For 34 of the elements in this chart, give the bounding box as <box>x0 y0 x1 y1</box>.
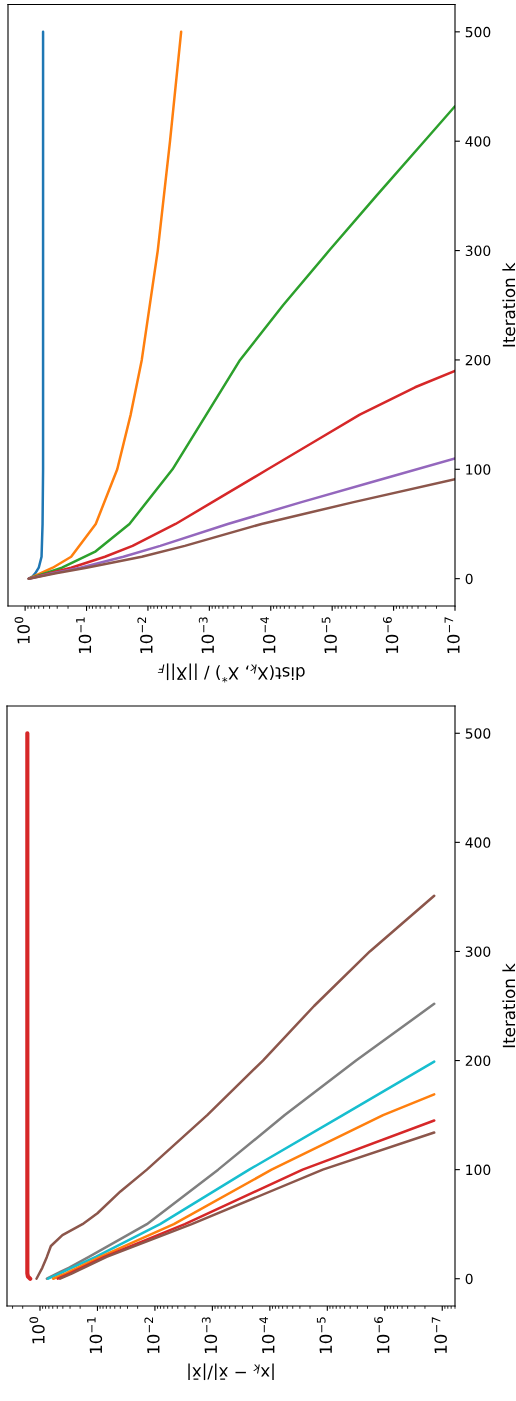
x-tick-label: 10$^{0}$ <box>29 1317 45 1344</box>
x-tick-label: 10$^{−5}$ <box>316 1317 333 1354</box>
y-tick-label: 400 <box>465 136 491 147</box>
y-axis-title: Iteration k <box>502 963 516 1048</box>
x-tick-label: 10$^{0}$ <box>14 617 30 644</box>
x-tick-label: 10$^{−4}$ <box>259 1316 275 1354</box>
y-tick-label: 0 <box>465 1273 473 1285</box>
line-series <box>25 731 33 1281</box>
x-tick-label: 10$^{−6}$ <box>374 1317 390 1354</box>
y-tick-label: 100 <box>466 464 491 475</box>
x-tick-label: 10$^{−2}$ <box>144 1317 160 1354</box>
y-tick-label: 500 <box>465 26 491 38</box>
line-series <box>27 30 45 580</box>
x-axis-title: |x$_{k}$ − x̄|/|x̄| <box>188 1363 274 1381</box>
y-tick-label: 400 <box>465 837 491 848</box>
y-tick-label: 300 <box>465 946 491 957</box>
y-tick-label: 100 <box>466 1164 491 1176</box>
y-tick-label: 200 <box>465 1055 491 1067</box>
y-tick-label: 200 <box>465 354 491 366</box>
x-tick-label: 10$^{−3}$ <box>198 617 215 654</box>
x-tick-label: 10$^{−7}$ <box>444 617 460 654</box>
x-tick-label: 10$^{−3}$ <box>201 1317 218 1354</box>
x-axis-title: dist(X$_{k}$, X$^{*}$) / ||X̄||$_{F}$ <box>157 663 305 683</box>
x-tick-label: 10$^{−1}$ <box>87 1317 103 1354</box>
y-tick-label: 300 <box>465 245 491 257</box>
y-axis-title: Iteration k <box>502 262 516 347</box>
x-tick-label: 10$^{−2}$ <box>137 617 153 654</box>
y-tick-label: 0 <box>465 573 473 585</box>
x-tick-label: 10$^{−7}$ <box>431 1317 447 1354</box>
x-tick-label: 10$^{−4}$ <box>260 616 276 654</box>
x-tick-label: 10$^{−1}$ <box>76 617 92 654</box>
x-tick-label: 10$^{−6}$ <box>383 617 399 654</box>
x-tick-label: 10$^{−5}$ <box>321 617 337 654</box>
y-tick-label: 500 <box>465 728 491 739</box>
